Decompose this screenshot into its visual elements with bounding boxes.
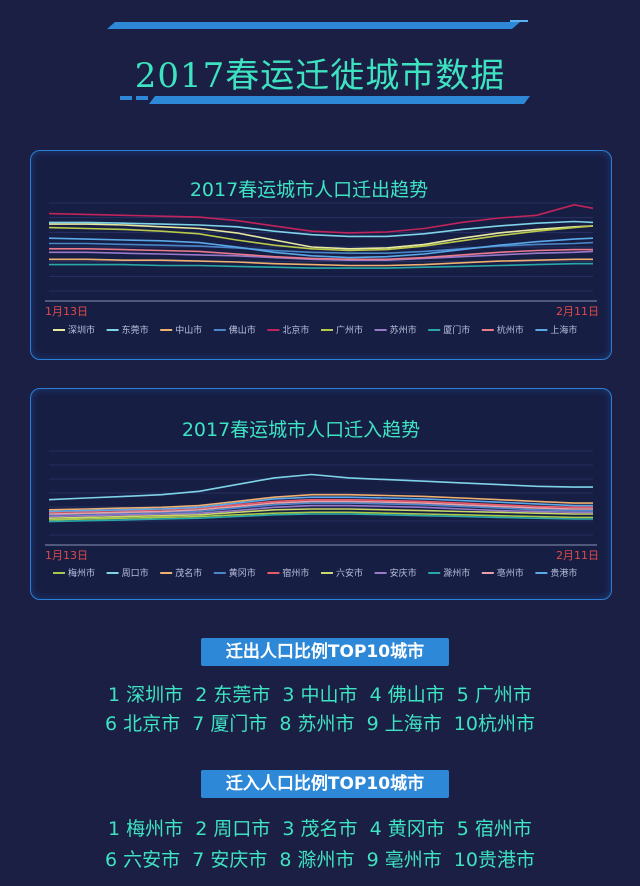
x-tick-label: 1月13日	[45, 305, 88, 318]
legend-label: 佛山市	[229, 324, 256, 336]
legend-label: 苏州市	[390, 324, 417, 336]
rank-item: 4 佛山市	[369, 684, 445, 706]
series-line	[48, 502, 593, 516]
series-line	[49, 262, 593, 269]
top-out-row-1: 1 深圳市 2 东莞市 3 中山市 4 佛山市 5 广州市	[0, 680, 640, 707]
legend-label: 梅州市	[68, 567, 95, 579]
series-line	[48, 504, 593, 518]
legend-label: 亳州市	[497, 567, 524, 579]
page-title: 2017春运迁徙城市数据	[134, 56, 506, 96]
series-line	[48, 473, 593, 501]
series-line	[48, 511, 593, 521]
legend-label: 贵港市	[550, 567, 577, 579]
legend-label: 安庆市	[390, 567, 417, 579]
series-line	[49, 248, 593, 261]
rank-item: 5 广州市	[456, 684, 532, 706]
rank-item: 9 上海市	[366, 713, 442, 735]
rank-item: 7 安庆市	[192, 849, 268, 871]
legend-label: 黄冈市	[229, 567, 256, 579]
rank-item: 2 东莞市	[195, 684, 271, 706]
series-line	[48, 237, 594, 259]
rank-item: 3 中山市	[282, 684, 358, 706]
series-line	[48, 496, 593, 513]
legend-label: 周口市	[122, 567, 149, 579]
rank-item: 8 苏州市	[279, 713, 355, 735]
series-line	[48, 225, 594, 252]
rank-item: 7 厦门市	[192, 713, 268, 735]
legend-label: 上海市	[550, 324, 577, 336]
rank-item: 9 亳州市	[366, 849, 442, 871]
legend-label: 宿州市	[282, 567, 309, 579]
series-line	[48, 513, 593, 523]
rank-item: 2 周口市	[195, 818, 271, 840]
legend-label: 六安市	[336, 567, 363, 579]
legend-label: 厦门市	[443, 324, 470, 336]
inflow-chart-panel: 2017春运城市人口迁入趋势 1月13日 2月11日梅州市 周口市 茂名市 黄冈市 宿州市…	[30, 388, 612, 600]
outflow-chart-panel: 2017春运城市人口迁出趋势 1月13日 2月11日深圳市 东莞市 中山市 佛山市 北京市…	[30, 150, 612, 360]
rank-item: 4 黄冈市	[369, 818, 445, 840]
rank-item: 10杭州市	[453, 713, 535, 735]
series-line	[49, 250, 594, 261]
series-line	[48, 203, 594, 234]
legend-label: 深圳市	[68, 324, 95, 336]
legend-label: 广州市	[336, 324, 363, 336]
legend-label: 东莞市	[122, 324, 149, 336]
inflow-chart-title: 2017春运城市人口迁入趋势	[181, 419, 421, 441]
rank-item: 10贵港市	[453, 849, 535, 871]
x-tick-label: 1月13日	[45, 549, 88, 562]
series-line	[49, 241, 594, 254]
x-tick-label: 2月11日	[556, 305, 599, 318]
legend-label: 杭州市	[497, 324, 524, 336]
x-tick-label: 2月11日	[556, 549, 599, 562]
series-line	[49, 220, 594, 238]
legend-label: 茂名市	[175, 567, 202, 579]
rank-item: 3 茂名市	[282, 818, 358, 840]
series-line	[48, 493, 593, 511]
series-line	[48, 500, 593, 515]
legend-label: 滁州市	[443, 567, 470, 579]
header-decoration	[107, 20, 530, 104]
legend-label: 北京市	[282, 324, 309, 336]
rank-item: 6 北京市	[105, 713, 181, 735]
series-line	[48, 508, 593, 519]
rank-item: 5 宿州市	[456, 818, 532, 840]
top-in-heading: 迁入人口比例TOP10城市	[201, 770, 449, 798]
series-line	[49, 223, 594, 250]
outflow-chart-title: 2017春运城市人口迁出趋势	[189, 179, 429, 201]
rank-item: 1 深圳市	[108, 684, 184, 706]
top-in-row-1: 1 梅州市 2 周口市 3 茂名市 4 黄冈市 5 宿州市	[0, 814, 640, 841]
series-line	[49, 258, 593, 267]
legend-label: 中山市	[175, 324, 202, 336]
rank-item: 1 梅州市	[108, 818, 184, 840]
top-out-row-2: 6 北京市 7 厦门市 8 苏州市 9 上海市 10杭州市	[0, 709, 640, 736]
rank-item: 6 六安市	[105, 849, 181, 871]
top-in-row-2: 6 六安市 7 安庆市 8 滁州市 9 亳州市 10贵港市	[0, 845, 640, 872]
rank-item: 8 滁州市	[279, 849, 355, 871]
top-out-heading: 迁出人口比例TOP10城市	[201, 638, 449, 666]
